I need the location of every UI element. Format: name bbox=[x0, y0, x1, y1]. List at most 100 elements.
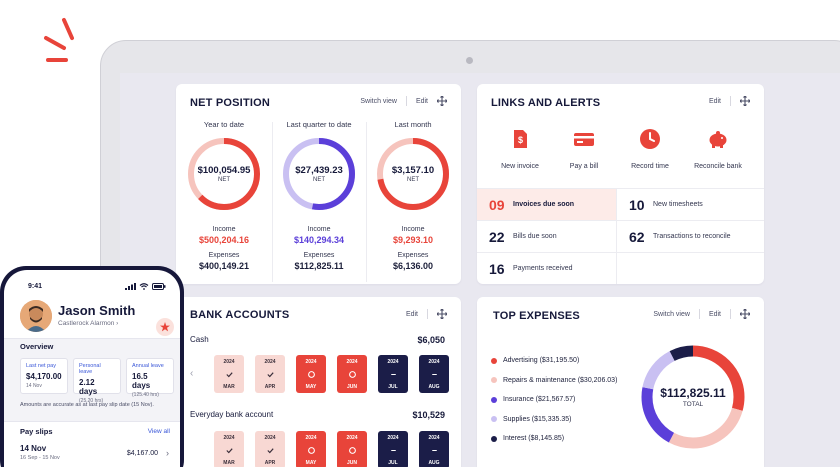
edit-link[interactable]: Edit bbox=[708, 97, 721, 105]
switch-view-link[interactable]: Switch view bbox=[653, 310, 690, 318]
alert-bills-due[interactable]: 22 Bills due soon bbox=[477, 220, 616, 252]
net-ring: $100,054.95 NET bbox=[186, 136, 262, 212]
check-icon bbox=[266, 448, 274, 454]
link-label: Record time bbox=[631, 163, 669, 170]
reconcile-bank-link[interactable]: Reconcile bank bbox=[683, 128, 753, 170]
signal-icon bbox=[125, 283, 136, 290]
income-label: Income bbox=[401, 226, 425, 233]
dash-icon bbox=[431, 373, 437, 376]
alert-payments-received[interactable]: 16 Payments received bbox=[477, 252, 616, 284]
net-ring: $3,157.10 NET bbox=[375, 136, 451, 212]
alert-transactions-reconcile[interactable]: 62 Transactions to reconcile bbox=[616, 220, 764, 252]
income-label: Income bbox=[307, 226, 331, 233]
legend-item: Interest ($8,145.85) bbox=[491, 429, 617, 449]
net-amount: $3,157.10 bbox=[391, 165, 435, 176]
status-icons bbox=[125, 283, 166, 290]
circle-icon bbox=[348, 371, 356, 378]
expenses-label: Expenses bbox=[303, 252, 335, 259]
net-label: NET bbox=[313, 177, 325, 183]
move-icon[interactable] bbox=[740, 309, 750, 319]
check-icon bbox=[225, 372, 233, 378]
edit-link[interactable]: Edit bbox=[415, 97, 428, 105]
edit-link[interactable]: Edit bbox=[405, 310, 418, 318]
move-icon[interactable] bbox=[437, 309, 447, 319]
chevron-left-icon[interactable]: ‹ bbox=[190, 368, 194, 379]
invoice-icon: $ bbox=[514, 130, 527, 148]
sparks-icon bbox=[44, 18, 74, 62]
period-label: Last month bbox=[394, 120, 432, 129]
alert-invoices-due[interactable]: 09 Invoices due soon bbox=[477, 188, 616, 220]
expenses-value: $112,825.11 bbox=[294, 261, 344, 271]
donut-total: $112,825.11 bbox=[660, 386, 726, 400]
camera-icon bbox=[466, 57, 473, 64]
check-icon bbox=[225, 448, 233, 454]
alert-label: Payments received bbox=[513, 265, 573, 272]
donut-slice-1 bbox=[641, 345, 745, 449]
overview-title: Overview bbox=[20, 342, 54, 351]
link-label: New invoice bbox=[501, 163, 539, 170]
alert-count: 09 bbox=[489, 196, 505, 213]
company-selector[interactable]: Castlerock Alarmon › bbox=[58, 320, 119, 327]
month-tile[interactable]: 2024 JUL bbox=[378, 355, 408, 393]
pay-bill-link[interactable]: Pay a bill bbox=[549, 128, 619, 170]
view-all-link[interactable]: View all bbox=[147, 428, 170, 435]
alert-label: Bills due soon bbox=[513, 233, 557, 240]
net-amount: $27,439.23 bbox=[295, 165, 343, 176]
legend-dot bbox=[491, 396, 497, 403]
month-tile[interactable]: 2024 MAY bbox=[296, 431, 326, 467]
alert-label: Transactions to reconcile bbox=[653, 233, 731, 240]
month-tile[interactable]: 2024 JUN bbox=[337, 355, 367, 393]
expenses-donut: $112,825.11 TOTAL bbox=[639, 343, 747, 451]
record-time-link[interactable]: Record time bbox=[615, 128, 685, 170]
overview-note: Amounts are accurate as at last pay slip… bbox=[20, 402, 154, 408]
move-icon[interactable] bbox=[437, 96, 447, 106]
month-tile[interactable]: 2024 JUN bbox=[337, 431, 367, 467]
alert-count: 22 bbox=[489, 228, 505, 245]
month-tile[interactable]: 2024 MAR bbox=[214, 431, 244, 467]
avatar[interactable] bbox=[20, 300, 52, 332]
income-value: $9,293.10 bbox=[392, 235, 434, 245]
legend-item: Repairs & maintenance ($30,206.03) bbox=[491, 371, 617, 391]
alert-new-timesheets[interactable]: 10 New timesheets bbox=[616, 188, 764, 220]
month-tile[interactable]: 2024 MAR bbox=[214, 355, 244, 393]
net-amount: $100,054.95 bbox=[197, 165, 251, 176]
payslip-date[interactable]: 14 Nov bbox=[20, 444, 47, 453]
payslip-amount: $4,167.00 bbox=[126, 450, 158, 457]
edit-link[interactable]: Edit bbox=[708, 310, 721, 318]
net-label: NET bbox=[407, 177, 419, 183]
overview-card-personal-leave[interactable]: Personal leave 2.12 days (25.20 hrs) bbox=[73, 358, 121, 404]
donut-total-label: TOTAL bbox=[682, 401, 704, 408]
overview-card-annual-leave[interactable]: Annual leave 16.5 days (125.40 hrs) bbox=[126, 358, 174, 398]
month-tile[interactable]: 2024 AUG bbox=[419, 355, 449, 393]
month-tile[interactable]: 2024 APR bbox=[255, 355, 285, 393]
month-tile[interactable]: 2024 AUG bbox=[419, 431, 449, 467]
move-icon[interactable] bbox=[740, 96, 750, 106]
period-label: Last quarter to date bbox=[286, 120, 352, 129]
new-invoice-link[interactable]: $ New invoice bbox=[485, 128, 555, 170]
month-tile[interactable]: 2024 MAY bbox=[296, 355, 326, 393]
alert-count: 10 bbox=[629, 196, 645, 213]
card-icon bbox=[574, 133, 594, 146]
clock-icon bbox=[640, 129, 660, 149]
income-value: $500,204.16 bbox=[198, 235, 250, 245]
chevron-right-icon[interactable]: › bbox=[166, 448, 169, 458]
payslips-title: Pay slips bbox=[20, 427, 53, 436]
wifi-icon bbox=[139, 283, 149, 290]
month-tile[interactable]: 2024 JUL bbox=[378, 431, 408, 467]
account-amount: $10,529 bbox=[412, 410, 445, 420]
everyday-month-row: 2024 MAR 2024 APR 2024 MAY 2024 JUN 2024 JUL … bbox=[214, 431, 449, 467]
links-alerts-card: LINKS AND ALERTS Edit $ New invoice Pay … bbox=[477, 84, 764, 284]
net-position-card: NET POSITION Switch view Edit Year to da… bbox=[176, 84, 461, 284]
legend-dot bbox=[491, 357, 497, 364]
net-position-title: NET POSITION bbox=[190, 97, 271, 109]
account-name: Cash bbox=[190, 335, 209, 344]
overview-card-net-pay[interactable]: Last net pay $4,170.00 14 Nov bbox=[20, 358, 68, 394]
user-name: Jason Smith bbox=[58, 303, 136, 318]
account-name: Everyday bank account bbox=[190, 410, 274, 419]
donut-slice-2 bbox=[641, 345, 745, 449]
alert-label: New timesheets bbox=[653, 201, 703, 208]
net-column-month: Last month $3,157.10 NET Income $9,293.10… bbox=[367, 120, 459, 271]
month-tile[interactable]: 2024 APR bbox=[255, 431, 285, 467]
switch-view-link[interactable]: Switch view bbox=[360, 97, 397, 105]
notification-badge[interactable] bbox=[156, 318, 174, 336]
